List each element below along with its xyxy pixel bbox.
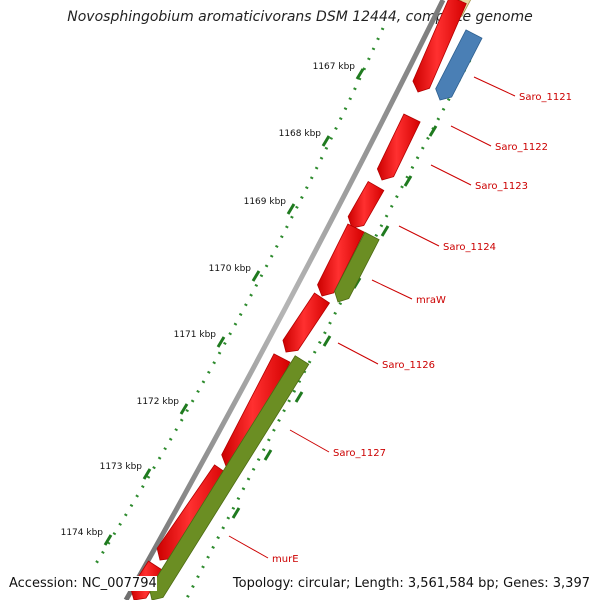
scale-tick xyxy=(251,270,261,282)
gene-block-forward xyxy=(376,113,421,181)
accession-text: Accession: NC_007794 xyxy=(9,576,157,591)
gene-label: Saro_1126 xyxy=(382,360,435,371)
gene-block-mraw xyxy=(334,231,380,303)
genome-summary-text: Topology: circular; Length: 3,561,584 bp… xyxy=(232,576,590,591)
gene-block-saro-1121 xyxy=(435,29,483,101)
scale-tick-label: 1171 kbp xyxy=(174,330,217,340)
map-title: Novosphingobium aromaticivorans DSM 1244… xyxy=(67,9,533,25)
gene-label: Saro_1121 xyxy=(519,92,572,103)
gene-leader-line xyxy=(371,279,413,300)
scale-tick xyxy=(355,68,365,80)
gene-label: Saro_1124 xyxy=(443,242,496,253)
scale-tick-label: 1172 kbp xyxy=(137,397,180,407)
inner-tick xyxy=(380,225,390,237)
scale-tick xyxy=(103,534,113,546)
inner-tick xyxy=(263,449,273,461)
scale-tick xyxy=(179,403,189,415)
gene-leader-line xyxy=(228,535,269,559)
gene-leader-line xyxy=(430,164,472,186)
scale-tick-label: 1168 kbp xyxy=(279,129,322,139)
inner-tick xyxy=(428,125,438,137)
gene-label: murE xyxy=(272,554,299,565)
inner-dot-track xyxy=(184,59,472,600)
gene-label: mraW xyxy=(416,295,446,306)
gene-block-forward xyxy=(317,223,365,297)
gene-block-forward xyxy=(282,292,331,353)
scale-tick-label: 1173 kbp xyxy=(100,462,143,472)
scale-tick xyxy=(216,336,226,348)
gene-block-mure xyxy=(149,355,310,600)
gene-block-forward xyxy=(347,180,385,229)
inner-tick xyxy=(294,391,304,403)
scale-tick xyxy=(142,468,152,480)
gene-block-forward xyxy=(412,0,467,93)
scale-tick-label: 1170 kbp xyxy=(209,264,252,274)
scale-tick xyxy=(321,135,331,147)
inner-tick xyxy=(403,175,413,187)
gene-leader-line xyxy=(450,125,492,147)
scale-tick-label: 1169 kbp xyxy=(244,197,287,207)
gene-leader-line xyxy=(398,225,440,247)
gene-leader-line xyxy=(289,429,330,453)
gene-label: Saro_1123 xyxy=(475,181,528,192)
scale-tick-label: 1174 kbp xyxy=(61,528,104,538)
scale-tick xyxy=(286,203,296,215)
gene-label: Saro_1122 xyxy=(495,142,548,153)
inner-tick xyxy=(322,335,332,347)
gene-leader-line xyxy=(473,76,516,97)
gene-label: Saro_1127 xyxy=(333,448,386,459)
backbone-arc xyxy=(123,0,446,600)
gene-leader-line xyxy=(337,342,379,365)
scale-tick-label: 1167 kbp xyxy=(313,62,356,72)
inner-tick xyxy=(231,507,241,519)
